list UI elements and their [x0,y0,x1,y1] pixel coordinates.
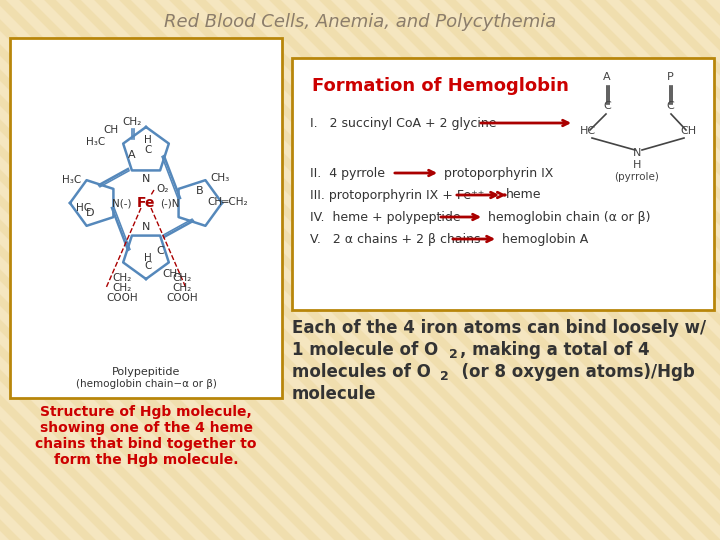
Bar [292,58,714,310]
Text: protoporphyrin IX: protoporphyrin IX [444,166,554,179]
Text: III. protoporphyrin IX + Fe⁺⁺: III. protoporphyrin IX + Fe⁺⁺ [310,188,485,201]
Text: (hemoglobin chain−α or β): (hemoglobin chain−α or β) [76,379,217,389]
Text: N: N [633,148,642,158]
Text: Fe: Fe [137,196,156,210]
Text: P: P [667,72,673,82]
Text: C: C [666,101,674,111]
Text: chains that bind together to: chains that bind together to [35,437,257,451]
Text: H₃C: H₃C [86,137,106,147]
Text: I.   2 succinyl CoA + 2 glycine: I. 2 succinyl CoA + 2 glycine [310,117,497,130]
Text: C: C [144,261,152,271]
Text: hemoglobin chain (α or β): hemoglobin chain (α or β) [488,211,650,224]
Text: CH═CH₂: CH═CH₂ [207,197,248,207]
Text: HC: HC [580,126,596,136]
Text: A: A [128,150,136,160]
Text: N(-): N(-) [112,198,132,208]
Text: CH₂: CH₂ [112,273,132,283]
Text: COOH: COOH [166,293,198,303]
Text: A: A [603,72,611,82]
Text: H: H [144,135,152,145]
Text: CH₂: CH₂ [122,117,142,127]
Text: B: B [196,186,204,196]
Text: O₂: O₂ [156,184,168,194]
Text: molecules of O: molecules of O [292,363,431,381]
Text: CH₃: CH₃ [210,173,230,183]
Text: C: C [144,145,152,155]
Text: C: C [603,101,611,111]
Text: (pyrrole): (pyrrole) [615,172,660,182]
Text: CH₂: CH₂ [172,273,192,283]
Text: molecule: molecule [292,385,377,403]
Text: IV.  heme + polypeptide: IV. heme + polypeptide [310,211,461,224]
Text: Each of the 4 iron atoms can bind loosely w/: Each of the 4 iron atoms can bind loosel… [292,319,706,337]
Text: N: N [142,222,150,232]
Text: H: H [144,253,152,263]
Text: 2: 2 [440,369,449,382]
Text: hemoglobin A: hemoglobin A [502,233,588,246]
Text: D: D [86,208,94,218]
Text: COOH: COOH [106,293,138,303]
Text: H: H [633,160,642,170]
Text: Red Blood Cells, Anemia, and Polycythemia: Red Blood Cells, Anemia, and Polycythemi… [164,13,556,31]
Text: (or 8 oxygen atoms)/Hgb: (or 8 oxygen atoms)/Hgb [450,363,695,381]
Text: CH: CH [103,125,118,135]
Text: H₃C: H₃C [63,175,81,185]
Text: (-)N: (-)N [161,198,180,208]
Text: CH₃: CH₃ [163,269,181,279]
Text: II.  4 pyrrole: II. 4 pyrrole [310,166,385,179]
Text: HC: HC [76,203,91,213]
Text: Formation of Hemoglobin: Formation of Hemoglobin [312,77,568,95]
Text: CH₂: CH₂ [172,283,192,293]
Text: form the Hgb molecule.: form the Hgb molecule. [54,453,238,467]
Text: V.   2 α chains + 2 β chains: V. 2 α chains + 2 β chains [310,233,480,246]
Text: 2: 2 [449,348,458,361]
Text: Structure of Hgb molecule,: Structure of Hgb molecule, [40,405,252,419]
Text: , making a total of 4: , making a total of 4 [460,341,649,359]
Text: showing one of the 4 heme: showing one of the 4 heme [40,421,253,435]
Text: CH₂: CH₂ [112,283,132,293]
Bar [10,38,282,398]
Text: C: C [156,246,164,256]
Text: 1 molecule of O: 1 molecule of O [292,341,438,359]
Text: Polypepitide: Polypepitide [112,367,180,377]
Text: CH: CH [680,126,696,136]
Text: N: N [142,174,150,184]
Text: heme: heme [506,188,541,201]
